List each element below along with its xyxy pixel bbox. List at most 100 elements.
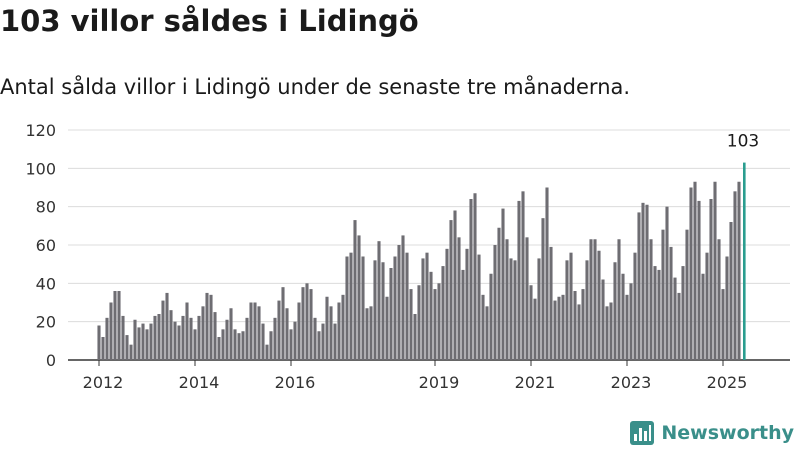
x-tick-label: 2021	[515, 373, 556, 392]
bar	[649, 239, 653, 360]
page-subtitle: Antal sålda villor i Lidingö under de se…	[0, 75, 631, 99]
bar	[201, 306, 205, 360]
x-tick-label: 2019	[419, 373, 460, 392]
annotations: 103	[727, 132, 759, 152]
bar	[273, 317, 277, 360]
bar	[369, 306, 373, 360]
bar	[417, 285, 421, 360]
bar	[517, 200, 521, 360]
bar	[713, 181, 717, 360]
bar	[329, 306, 333, 360]
y-tick-label: 100	[25, 159, 56, 178]
bar	[493, 245, 497, 360]
bar	[585, 260, 589, 360]
bar	[637, 212, 641, 360]
bar	[413, 314, 417, 360]
y-tick-label: 0	[46, 351, 56, 370]
bar	[685, 229, 689, 360]
y-tick-label: 60	[36, 236, 56, 255]
bar	[729, 222, 733, 360]
x-tick-label: 2012	[83, 373, 124, 392]
bar	[633, 252, 637, 360]
bar	[561, 294, 565, 360]
bar	[401, 235, 405, 360]
bar	[341, 294, 345, 360]
bar	[621, 273, 625, 360]
bar	[213, 312, 217, 360]
bar	[281, 287, 285, 360]
bar	[505, 239, 509, 360]
bar	[101, 337, 105, 360]
bar	[157, 314, 161, 360]
bar	[145, 329, 149, 360]
bar	[489, 273, 493, 360]
bar	[457, 237, 461, 360]
bar	[625, 294, 629, 360]
bar	[349, 252, 353, 360]
bar	[249, 302, 253, 360]
bar	[225, 319, 229, 360]
bar	[573, 291, 577, 360]
bar	[501, 208, 505, 360]
bar	[553, 300, 557, 360]
bar	[461, 269, 465, 360]
bar	[645, 204, 649, 360]
x-axis-labels: 2012 2014 2016 2019 2021 2023 2025	[83, 360, 748, 392]
bar	[205, 292, 209, 360]
bar	[233, 329, 237, 360]
bar	[269, 331, 273, 360]
bar	[161, 300, 165, 360]
bar	[385, 296, 389, 360]
bar	[321, 323, 325, 360]
bars	[97, 162, 746, 360]
bar	[677, 292, 681, 360]
bar	[277, 300, 281, 360]
bar	[405, 252, 409, 360]
bar	[709, 199, 713, 360]
bar	[313, 317, 317, 360]
bar	[481, 294, 485, 360]
bar	[545, 187, 549, 360]
bar	[429, 271, 433, 360]
y-tick-label: 120	[25, 121, 56, 140]
bar	[681, 266, 685, 360]
brand-name: Newsworthy	[661, 422, 794, 444]
bar	[533, 298, 537, 360]
bar	[693, 181, 697, 360]
bar	[297, 302, 301, 360]
bar	[305, 283, 309, 360]
bar	[613, 262, 617, 360]
bar	[261, 323, 265, 360]
bar	[661, 229, 665, 360]
bar	[453, 210, 457, 360]
bar	[409, 289, 413, 360]
bar	[525, 237, 529, 360]
y-axis-labels: 0 20 40 60 80 100 120	[25, 121, 56, 370]
bar	[601, 279, 605, 360]
highlight-bar	[743, 162, 746, 360]
bar	[373, 260, 377, 360]
bar	[529, 285, 533, 360]
bar	[433, 289, 437, 360]
bar	[577, 304, 581, 360]
bar	[317, 331, 321, 360]
bar	[325, 296, 329, 360]
x-tick-label: 2014	[179, 373, 220, 392]
bar	[425, 252, 429, 360]
bar	[265, 344, 269, 360]
bar	[365, 308, 369, 360]
bar	[657, 269, 661, 360]
bar	[125, 335, 129, 360]
bar	[465, 248, 469, 360]
x-tick-label: 2025	[707, 373, 748, 392]
bar	[129, 344, 133, 360]
bar	[697, 200, 701, 360]
bar	[449, 220, 453, 360]
bar	[285, 308, 289, 360]
bar	[377, 241, 381, 360]
bar	[389, 268, 393, 360]
bar	[537, 258, 541, 360]
x-tick-label: 2023	[611, 373, 652, 392]
bar	[497, 227, 501, 360]
bar	[193, 329, 197, 360]
